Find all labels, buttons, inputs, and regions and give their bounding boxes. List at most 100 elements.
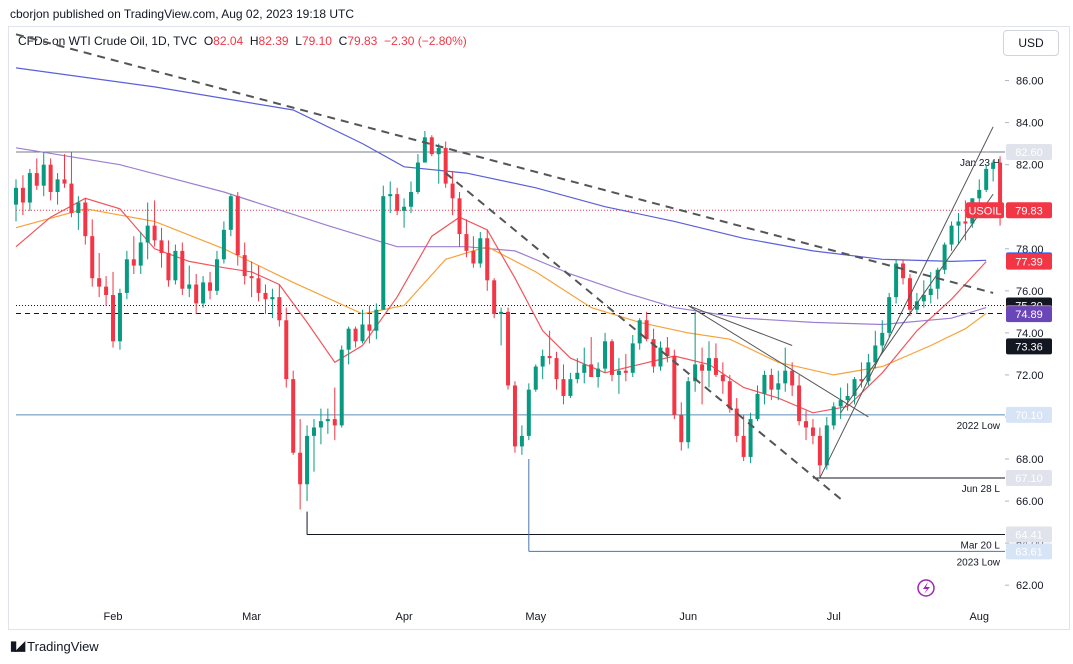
candle-body bbox=[658, 347, 663, 367]
candle-body bbox=[582, 364, 587, 373]
candle-body bbox=[69, 183, 74, 214]
candle bbox=[194, 274, 199, 314]
open-label: O bbox=[203, 34, 214, 48]
high-label: H bbox=[249, 34, 259, 48]
candle-body bbox=[485, 238, 490, 281]
candle-body bbox=[117, 292, 122, 342]
candle bbox=[415, 154, 420, 195]
trendline-july-channel-lower bbox=[840, 193, 994, 414]
candle bbox=[443, 141, 448, 188]
candle bbox=[83, 198, 88, 245]
candle bbox=[492, 278, 497, 319]
candle-body bbox=[62, 179, 67, 184]
candle bbox=[949, 221, 954, 251]
y-tick-label: 86.00 bbox=[1016, 76, 1044, 88]
candle-body bbox=[201, 282, 206, 304]
candle bbox=[145, 202, 150, 260]
candle bbox=[14, 179, 18, 222]
candle bbox=[159, 227, 164, 268]
candle-body bbox=[817, 435, 822, 466]
candle bbox=[201, 276, 206, 308]
candle-body bbox=[311, 427, 316, 436]
symbol-legend: CFDs on WTI Crude Oil, 1D, TVC O82.04 H8… bbox=[18, 34, 467, 48]
candle-body bbox=[956, 221, 961, 226]
y-tick-label: 68.00 bbox=[1016, 454, 1044, 466]
price-badge: 73.36 bbox=[1015, 341, 1043, 353]
horizontal-levels: Jan 23 H 2022 Low Jun 28 L Mar 20 L 2023 Low bbox=[16, 151, 1005, 568]
flash-icon[interactable] bbox=[917, 579, 935, 597]
close-label: C bbox=[338, 34, 348, 48]
level-price-badge: 63.61 bbox=[1015, 546, 1043, 558]
candle bbox=[187, 265, 192, 298]
candle bbox=[256, 265, 261, 302]
candle-body bbox=[180, 250, 185, 289]
candle-body bbox=[291, 379, 296, 453]
candle-body bbox=[928, 288, 933, 296]
trendline-april-downtrend bbox=[445, 172, 842, 500]
price-badge-bg bbox=[1006, 202, 1052, 219]
candle-body bbox=[152, 225, 157, 241]
candle bbox=[34, 158, 39, 190]
candle-body bbox=[409, 192, 414, 207]
candle-body bbox=[97, 278, 102, 287]
candle-body bbox=[374, 309, 379, 331]
candle-body bbox=[575, 372, 580, 380]
trendline-july-channel-upper bbox=[819, 126, 994, 479]
ma-line-sma100 bbox=[15, 147, 987, 326]
candle bbox=[339, 345, 344, 428]
candle bbox=[776, 370, 781, 401]
candle-body bbox=[637, 320, 642, 344]
candle-body bbox=[603, 341, 608, 369]
candle-body bbox=[284, 320, 289, 380]
candle bbox=[41, 152, 46, 197]
price-badge: 79.83 bbox=[1015, 205, 1043, 217]
candle bbox=[235, 192, 240, 266]
candles bbox=[14, 131, 1003, 510]
candle-body bbox=[208, 282, 213, 291]
y-tick-label: 82.00 bbox=[1016, 160, 1044, 172]
candle-body bbox=[741, 435, 746, 457]
candle bbox=[346, 326, 351, 365]
candle-body bbox=[83, 202, 88, 237]
candle-body bbox=[894, 263, 899, 298]
currency-button[interactable]: USD bbox=[1003, 30, 1059, 56]
candle bbox=[104, 276, 109, 306]
candle-body bbox=[166, 252, 171, 281]
candle-body bbox=[866, 362, 871, 382]
candle-body bbox=[76, 202, 81, 214]
candle-body bbox=[914, 301, 919, 310]
symbol-badge-bg bbox=[966, 202, 1004, 219]
candle-body bbox=[838, 400, 843, 407]
candle-body bbox=[554, 358, 559, 380]
candle bbox=[395, 187, 400, 216]
candle-body bbox=[436, 147, 441, 155]
candle bbox=[325, 408, 330, 434]
candle bbox=[852, 377, 857, 405]
candle bbox=[436, 143, 441, 184]
candle-body bbox=[422, 137, 427, 163]
level-price-badge: 70.10 bbox=[1015, 410, 1043, 422]
candle bbox=[783, 347, 788, 392]
candle-body bbox=[686, 381, 691, 443]
candle-body bbox=[727, 381, 732, 409]
candle-body bbox=[679, 414, 684, 443]
tradingview-logo[interactable]: ▮◢ TradingView bbox=[10, 638, 99, 654]
candle bbox=[894, 259, 899, 304]
candle bbox=[582, 347, 587, 384]
y-tick-label: 76.00 bbox=[1016, 286, 1044, 298]
price-chart[interactable]: Jan 23 H 2022 Low Jun 28 L Mar 20 L 2023 Low… bbox=[0, 0, 1073, 632]
candle bbox=[242, 242, 247, 285]
candle bbox=[270, 288, 275, 319]
candle bbox=[374, 303, 379, 340]
x-tick-label: Apr bbox=[396, 611, 413, 623]
candle-body bbox=[277, 297, 282, 321]
candle bbox=[512, 381, 517, 453]
candle-body bbox=[887, 297, 892, 333]
candle bbox=[131, 236, 136, 274]
candle bbox=[658, 341, 663, 371]
price-badge-bg bbox=[1006, 338, 1052, 355]
candle-body bbox=[977, 189, 982, 199]
candle-body bbox=[332, 419, 337, 426]
candle bbox=[429, 135, 434, 157]
candle bbox=[422, 131, 427, 163]
